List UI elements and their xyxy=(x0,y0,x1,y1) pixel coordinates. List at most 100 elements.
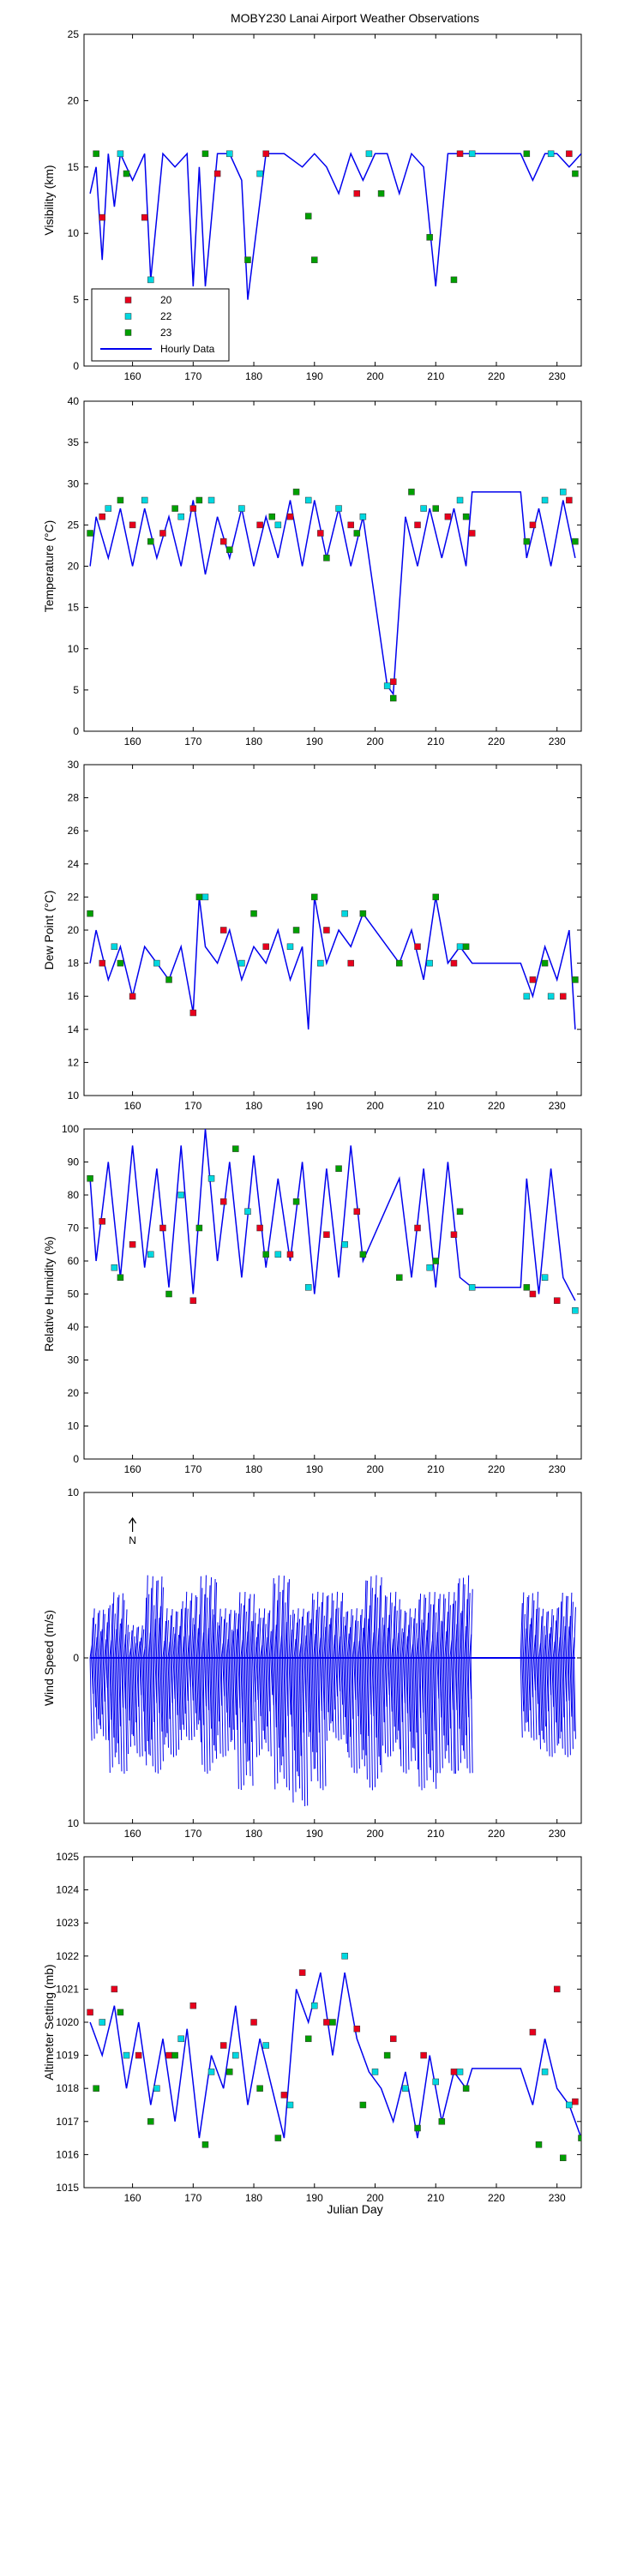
wind-vector xyxy=(386,1627,389,1659)
series-marker-22 xyxy=(341,910,348,917)
wind-vector xyxy=(93,1657,97,1708)
wind-vector xyxy=(289,1657,292,1727)
wind-vector xyxy=(136,1657,140,1707)
wind-vector xyxy=(460,1611,463,1659)
wind-vector xyxy=(389,1657,393,1712)
wind-vector xyxy=(134,1642,137,1659)
series-marker-20 xyxy=(323,1231,330,1238)
series-marker-22 xyxy=(111,1264,118,1271)
wind-vector xyxy=(402,1610,406,1659)
series-marker-23 xyxy=(147,537,154,545)
wind-vector xyxy=(177,1634,180,1659)
wind-vector xyxy=(115,1657,118,1744)
wind-vector xyxy=(555,1657,558,1746)
wind-vector xyxy=(197,1657,201,1720)
series-marker-22 xyxy=(201,893,209,901)
wind-vector xyxy=(276,1657,279,1748)
wind-vector xyxy=(177,1625,181,1659)
panel-6: 160 170 180 190 200 210 220 230 1015 1016 1017 1018… xyxy=(42,1851,582,2204)
wind-vector xyxy=(117,1657,121,1726)
wind-vector xyxy=(145,1657,148,1742)
wind-vector xyxy=(470,1657,473,1774)
wind-vector xyxy=(394,1610,398,1659)
wind-vector xyxy=(172,1633,176,1659)
x-tick-label: 180 xyxy=(245,1463,262,1475)
x-tick-label: 200 xyxy=(366,1463,383,1475)
wind-vector xyxy=(562,1616,565,1659)
wind-vector xyxy=(564,1657,568,1702)
series-marker-23 xyxy=(432,893,439,901)
series-marker-23 xyxy=(256,2085,263,2092)
wind-vector xyxy=(315,1591,319,1659)
x-tick-label: 230 xyxy=(549,1100,566,1112)
wind-vector xyxy=(410,1657,413,1748)
wind-vector xyxy=(123,1657,126,1709)
wind-vector xyxy=(559,1657,562,1732)
series-marker-20 xyxy=(129,1241,136,1248)
y-tick-label: 5 xyxy=(73,684,79,696)
wind-vector xyxy=(460,1657,463,1746)
wind-vector xyxy=(450,1603,454,1659)
wind-vector xyxy=(520,1657,523,1738)
wind-vector xyxy=(119,1657,123,1772)
wind-vector xyxy=(333,1635,336,1659)
wind-vector xyxy=(429,1604,432,1659)
series-marker-20 xyxy=(414,943,421,951)
wind-vector xyxy=(470,1588,473,1659)
wind-vector xyxy=(431,1657,435,1782)
wind-vector xyxy=(102,1657,105,1702)
x-tick-label: 170 xyxy=(184,1828,201,1840)
wind-vector xyxy=(437,1594,441,1659)
series-marker-20 xyxy=(529,2028,537,2036)
series-marker-23 xyxy=(165,976,172,983)
wind-vector xyxy=(459,1657,462,1763)
wind-vector xyxy=(383,1595,387,1659)
series-marker-23 xyxy=(274,2135,282,2141)
wind-vector xyxy=(323,1626,327,1659)
wind-vector xyxy=(137,1657,141,1757)
wind-vector xyxy=(400,1657,403,1722)
wind-vector xyxy=(177,1657,181,1730)
wind-vector xyxy=(405,1636,408,1659)
wind-vector xyxy=(152,1605,155,1659)
wind-vector xyxy=(378,1657,382,1766)
y-tick-label: 100 xyxy=(62,1123,79,1135)
wind-vector xyxy=(160,1587,164,1659)
wind-vector xyxy=(565,1595,568,1659)
wind-vector xyxy=(547,1657,550,1756)
wind-vector xyxy=(374,1575,377,1659)
wind-vector xyxy=(525,1596,528,1659)
series-marker-23 xyxy=(93,2085,99,2092)
wind-vector xyxy=(346,1657,349,1752)
series-marker-20 xyxy=(286,1251,294,1258)
series-marker-23 xyxy=(450,276,458,284)
wind-vector xyxy=(174,1657,177,1756)
wind-vector xyxy=(316,1606,320,1659)
wind-vector xyxy=(230,1657,233,1741)
wind-vector xyxy=(144,1597,147,1659)
wind-vector xyxy=(401,1632,405,1659)
series-marker-23 xyxy=(462,2085,470,2092)
wind-vector xyxy=(179,1657,183,1740)
wind-vector xyxy=(333,1657,336,1710)
wind-vector xyxy=(144,1657,147,1766)
series-marker-23 xyxy=(311,893,318,901)
wind-vector xyxy=(215,1657,219,1736)
series-marker-22 xyxy=(341,1241,348,1248)
wind-vector xyxy=(243,1611,247,1659)
wind-vector xyxy=(334,1608,337,1659)
wind-vector xyxy=(521,1657,525,1712)
wind-vector xyxy=(376,1597,379,1659)
wind-vector xyxy=(296,1608,299,1659)
wind-vector xyxy=(253,1612,256,1659)
wind-vector xyxy=(110,1657,113,1768)
wind-vector xyxy=(257,1657,261,1756)
wind-vector xyxy=(153,1657,156,1773)
wind-vector xyxy=(354,1608,358,1659)
wind-vector xyxy=(284,1622,287,1659)
series-marker-22 xyxy=(335,505,342,512)
wind-vector xyxy=(326,1594,329,1659)
wind-vector xyxy=(110,1603,113,1659)
series-marker-20 xyxy=(317,530,324,537)
wind-vector xyxy=(527,1657,531,1711)
